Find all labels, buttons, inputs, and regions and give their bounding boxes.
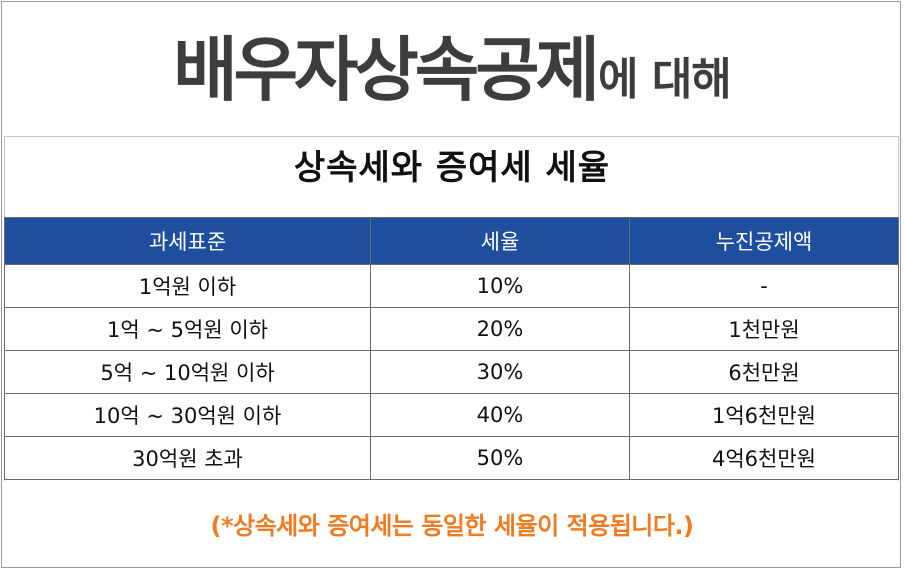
headline-main: 배우자상속공제 [173, 29, 600, 111]
cell-tax-base: 10억 ~ 30억원 이하 [4, 393, 371, 437]
table-header-row: 과세표준 세율 누진공제액 [4, 217, 899, 265]
cell-tax-rate: 50% [370, 436, 630, 480]
table-row: 1억원 이하 10% - [4, 264, 899, 308]
footnote: (*상속세와 증여세는 동일한 세율이 적용됩니다.) [210, 512, 694, 540]
header-progressive-deduction: 누진공제액 [629, 217, 899, 265]
tax-rate-table: 과세표준 세율 누진공제액 1억원 이하 10% - 1억 ~ 5억원 이하 2… [4, 217, 899, 480]
table-row: 1억 ~ 5억원 이하 20% 1천만원 [4, 307, 899, 351]
cell-deduction: - [629, 264, 899, 308]
header-tax-base: 과세표준 [4, 217, 371, 265]
cell-tax-rate: 20% [370, 307, 630, 351]
table-row: 5억 ~ 10억원 이하 30% 6천만원 [4, 350, 899, 394]
cell-tax-rate: 40% [370, 393, 630, 437]
header-tax-rate: 세율 [370, 217, 630, 265]
cell-tax-base: 30억원 초과 [4, 436, 371, 480]
cell-deduction: 6천만원 [629, 350, 899, 394]
headline-suffix: 에 대해 [598, 54, 732, 105]
cell-deduction: 1천만원 [629, 307, 899, 351]
cell-deduction: 1억6천만원 [629, 393, 899, 437]
headline: 배우자상속공제에 대해 [0, 14, 904, 115]
cell-tax-rate: 10% [370, 264, 630, 308]
cell-tax-base: 5억 ~ 10억원 이하 [4, 350, 371, 394]
cell-tax-base: 1억 ~ 5억원 이하 [4, 307, 371, 351]
cell-tax-base: 1억원 이하 [4, 264, 371, 308]
table-title: 상속세와 증여세 세율 [293, 148, 611, 188]
cell-deduction: 4억6천만원 [629, 436, 899, 480]
cell-tax-rate: 30% [370, 350, 630, 394]
table-row: 30억원 초과 50% 4억6천만원 [4, 436, 899, 480]
table-row: 10억 ~ 30억원 이하 40% 1억6천만원 [4, 393, 899, 437]
